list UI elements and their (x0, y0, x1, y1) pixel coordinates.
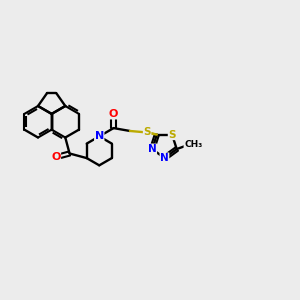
Text: N: N (148, 144, 157, 154)
Text: S: S (168, 130, 176, 140)
Text: S: S (143, 128, 151, 137)
Text: O: O (51, 152, 61, 162)
Text: CH₃: CH₃ (184, 140, 202, 149)
Text: N: N (160, 153, 169, 163)
Text: N: N (94, 131, 104, 141)
Text: O: O (109, 109, 118, 119)
